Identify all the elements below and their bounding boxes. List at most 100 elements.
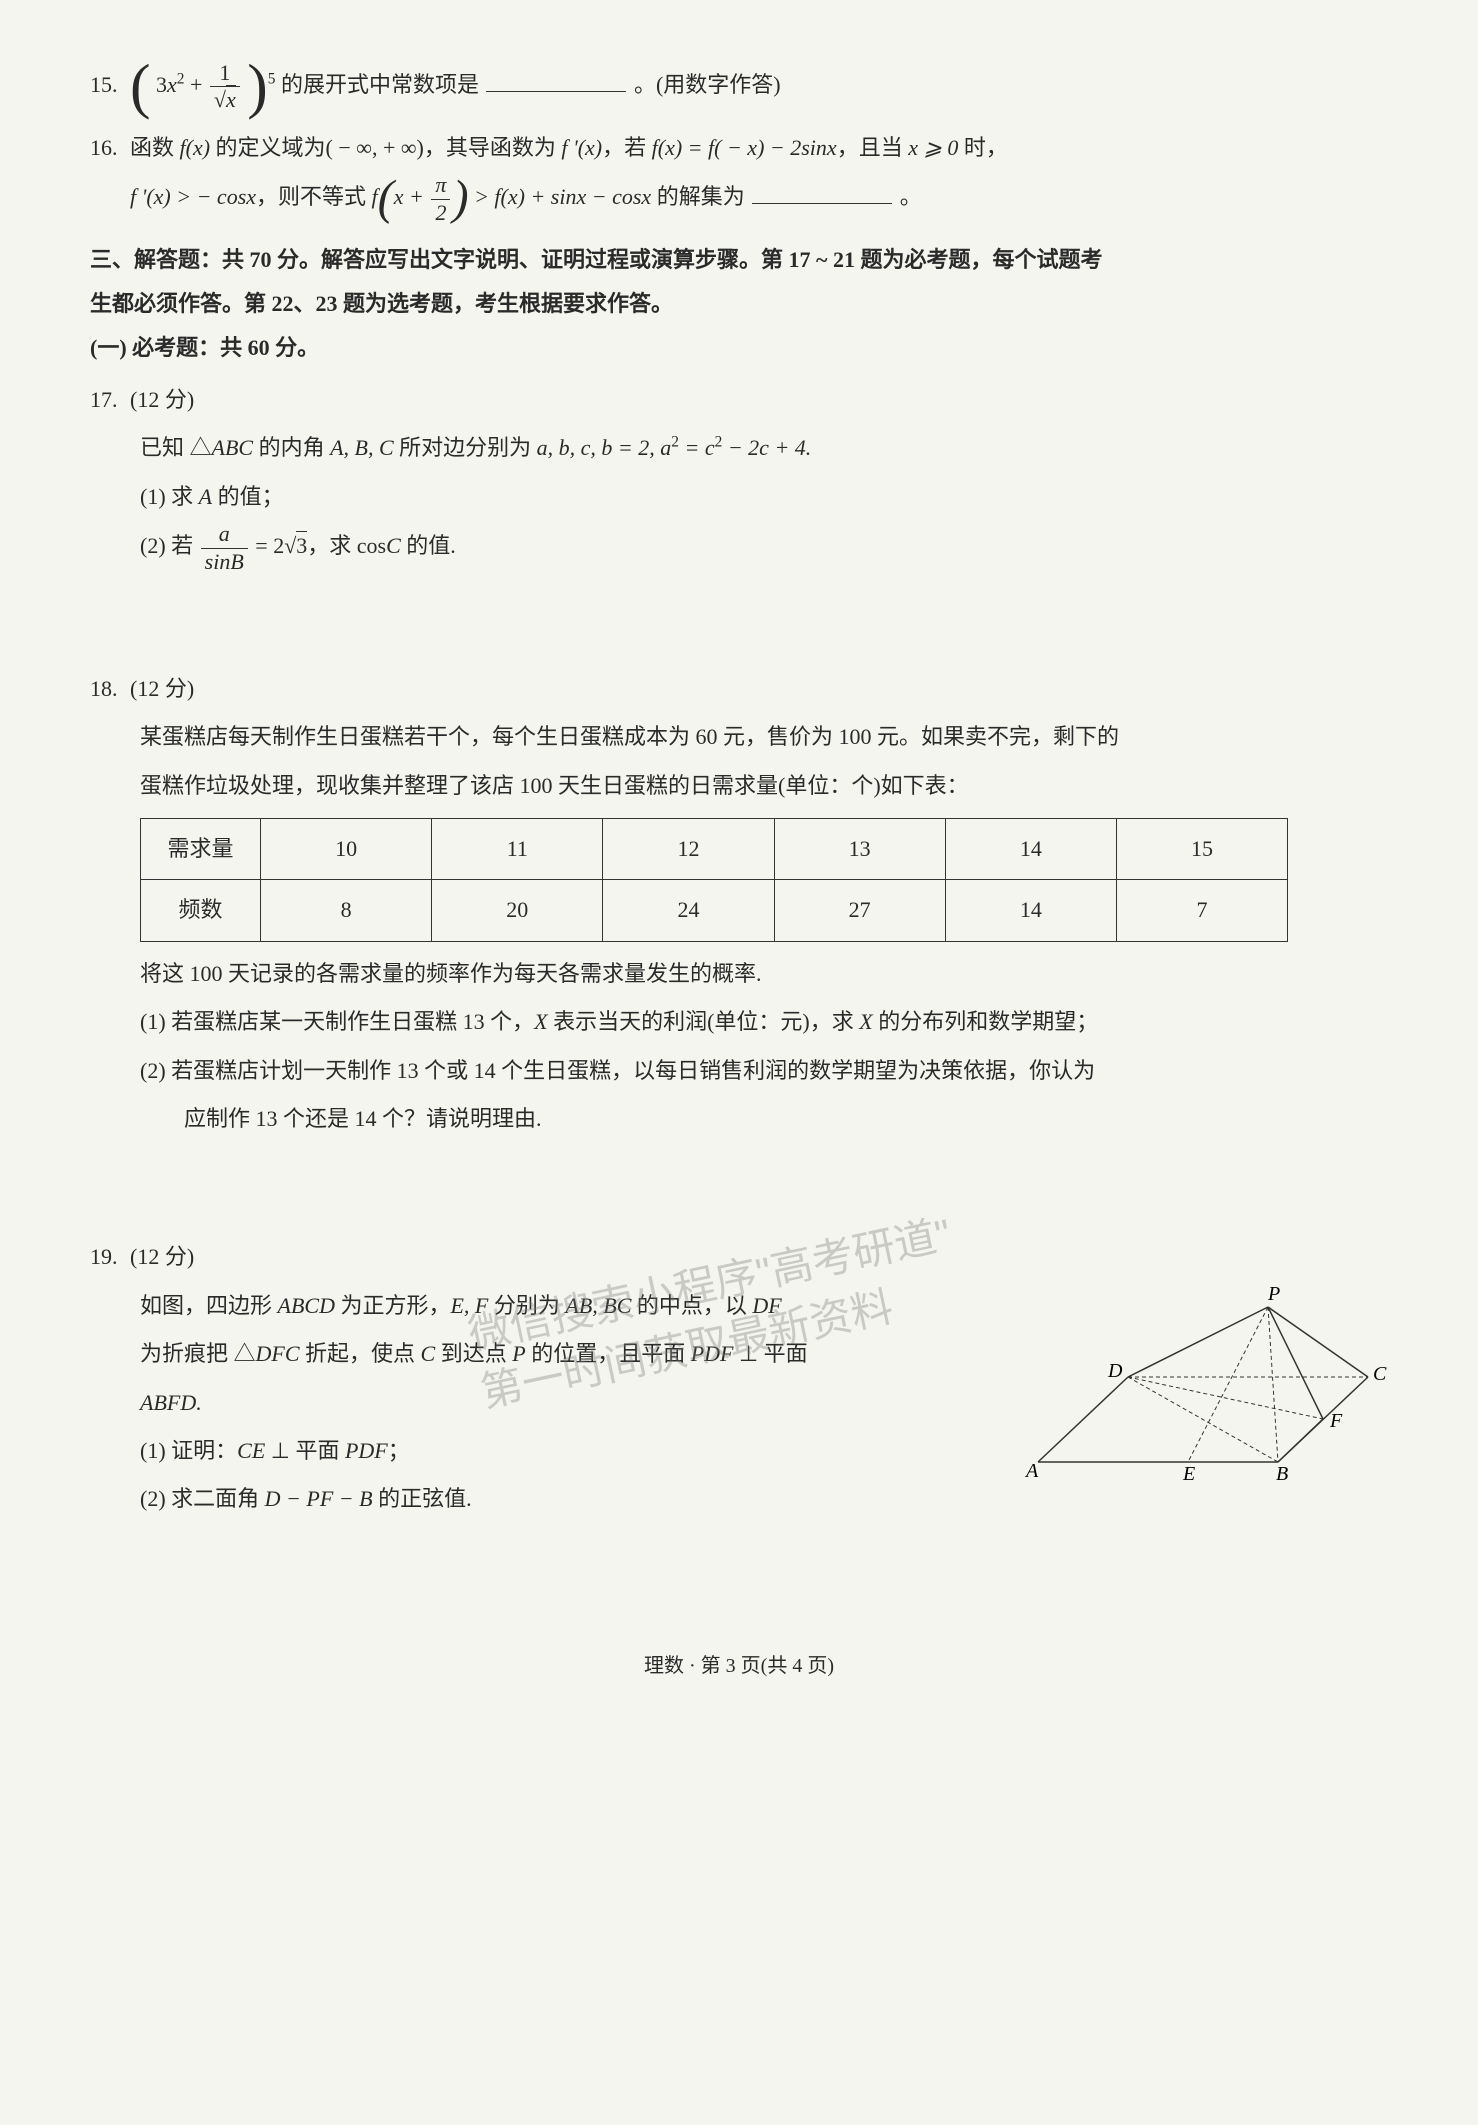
- q16-l2c: > f(x) + sinx − cosx: [474, 184, 651, 209]
- label-E: E: [1182, 1463, 1195, 1482]
- q15-text1: 的展开式中常数项是: [281, 72, 479, 97]
- question-19: 19. (12 分) 如图，四边形 ABCD 为正方形，E, F 分别为 AB,…: [90, 1233, 1388, 1523]
- q15-coef: 3: [156, 72, 167, 97]
- q16-l2a: f '(x) > − cosx: [130, 184, 256, 209]
- label-A: A: [1024, 1460, 1039, 1482]
- q18-l3: 将这 100 天记录的各需求量的频率作为每天各需求量发生的概率.: [140, 950, 1388, 998]
- q16-eq1: f(x) = f( − x) − 2sinx: [652, 135, 837, 160]
- q19-l1a: 如图，四边形: [140, 1293, 278, 1318]
- q18-l1: 某蛋糕店每天制作生日蛋糕若干个，每个生日蛋糕成本为 60 元，售价为 100 元…: [140, 713, 1388, 761]
- q17-p1b: 的值；: [212, 484, 284, 509]
- q19-p1c: ；: [388, 1438, 410, 1463]
- question-15: 15. ( 3x2 + 1 √x )5 的展开式中常数项是 。(用数字作答): [90, 60, 1388, 114]
- geometry-diagram: P D C F A E B: [1008, 1282, 1388, 1482]
- q19-PDF2: PDF: [345, 1438, 388, 1463]
- q16-t4: ，且当: [837, 135, 909, 160]
- q19-DFC: DFC: [256, 1341, 300, 1366]
- q19-figure: P D C F A E B: [1008, 1282, 1388, 1499]
- q19-ABFD: ABFD.: [140, 1379, 1008, 1427]
- q17-number: 17.: [90, 376, 130, 424]
- q17-C: C: [386, 533, 401, 558]
- q19-DF: DF: [752, 1293, 781, 1318]
- q17-sqrt3: 3: [296, 531, 307, 558]
- q16-l2b: ，则不等式: [256, 184, 372, 209]
- q17-eq: = c: [679, 435, 715, 460]
- th4: 13: [774, 819, 945, 880]
- q16-t3: ，若: [602, 135, 652, 160]
- q17-t2: 的内角: [253, 435, 330, 460]
- q16-two: 2: [431, 200, 450, 226]
- q15-text2: 。(用数字作答): [634, 72, 781, 97]
- q18-X: X: [534, 1009, 547, 1034]
- q16-t1: 函数: [130, 135, 180, 160]
- q15-content: ( 3x2 + 1 √x )5 的展开式中常数项是 。(用数字作答): [130, 60, 1388, 114]
- q17-t1: 已知 △: [140, 435, 212, 460]
- q19-PDF: PDF: [691, 1341, 734, 1366]
- q15-blank: [486, 66, 626, 92]
- q19-DPFB: D − PF − B: [265, 1486, 373, 1511]
- q15-fracden: x: [226, 85, 236, 112]
- th2: 11: [432, 819, 603, 880]
- label-F: F: [1329, 1410, 1343, 1432]
- q19-CE: CE: [237, 1438, 265, 1463]
- td4: 27: [774, 880, 945, 941]
- td3: 24: [603, 880, 774, 941]
- q19-EF: E, F: [450, 1293, 488, 1318]
- q17-points: (12 分): [130, 376, 194, 424]
- q19-l2a: 为折痕把 △: [140, 1341, 256, 1366]
- q17-p2c: 的值.: [401, 533, 456, 558]
- q17-ABC: A, B, C: [330, 435, 394, 460]
- q16-l2d: 的解集为: [651, 184, 745, 209]
- td1: 8: [261, 880, 432, 941]
- q19-P: P: [512, 1341, 525, 1366]
- q17-body: 已知 △ABC 的内角 A, B, C 所对边分别为 a, b, c, b = …: [90, 424, 1388, 575]
- q16-cond: x ⩾ 0: [908, 135, 958, 160]
- q17-A: A: [199, 484, 212, 509]
- q17-p2a: (2) 若: [140, 533, 199, 558]
- q19-l1b: 为正方形，: [335, 1293, 451, 1318]
- q16-t2: 的定义域为( − ∞, + ∞)，其导函数为: [210, 135, 561, 160]
- q16-inner: x +: [394, 184, 430, 209]
- section-3-header: 三、解答题：共 70 分。解答应写出文字说明、证明过程或演算步骤。第 17 ~ …: [90, 238, 1388, 370]
- q18-p1b: 表示当天的利润(单位：元)，求: [548, 1009, 860, 1034]
- label-D: D: [1107, 1360, 1123, 1382]
- q19-l2e: ⊥ 平面: [733, 1341, 807, 1366]
- th5: 14: [945, 819, 1116, 880]
- sec3-l1: 三、解答题：共 70 分。解答应写出文字说明、证明过程或演算步骤。第 17 ~ …: [90, 238, 1388, 282]
- q15-pow: 2: [177, 71, 185, 88]
- q18-number: 18.: [90, 665, 130, 713]
- q19-l2b: 折起，使点: [300, 1341, 421, 1366]
- label-P: P: [1267, 1283, 1280, 1305]
- q19-l2d: 的位置，且平面: [526, 1341, 691, 1366]
- q18-points: (12 分): [130, 665, 194, 713]
- q19-l1d: 的中点，以: [631, 1293, 752, 1318]
- th3: 12: [603, 819, 774, 880]
- q16-fpx: f '(x): [561, 135, 602, 160]
- td0: 频数: [141, 880, 261, 941]
- td2: 20: [432, 880, 603, 941]
- td6: 7: [1116, 880, 1287, 941]
- q15-var: x: [167, 72, 177, 97]
- q19-text: 如图，四边形 ABCD 为正方形，E, F 分别为 AB, BC 的中点，以 D…: [140, 1282, 1008, 1524]
- sec3-l2: 生都必须作答。第 22、23 题为选考题，考生根据要求作答。: [90, 282, 1388, 326]
- q18-body: 某蛋糕店每天制作生日蛋糕若干个，每个生日蛋糕成本为 60 元，售价为 100 元…: [90, 713, 1388, 1143]
- q16-fx: f(x): [180, 135, 211, 160]
- q15-plus: +: [190, 72, 208, 97]
- th1: 10: [261, 819, 432, 880]
- q18-p1c: 的分布列和数学期望；: [873, 1009, 1099, 1034]
- q16-t5: 时，: [958, 135, 1008, 160]
- th0: 需求量: [141, 819, 261, 880]
- q17-sq: 2: [671, 434, 679, 451]
- q17-p1: (1) 求: [140, 484, 199, 509]
- q19-l1c: 分别为: [488, 1293, 565, 1318]
- q17-abc2: a, b, c, b = 2, a: [537, 435, 672, 460]
- q19-l2c: 到达点: [435, 1341, 512, 1366]
- q19-points: (12 分): [130, 1233, 194, 1281]
- q18-p2b: 应制作 13 个还是 14 个？请说明理由.: [140, 1095, 1388, 1143]
- q15-outerpow: 5: [268, 71, 276, 88]
- q19-ABBC: AB, BC: [565, 1293, 631, 1318]
- q16-blank: [752, 178, 892, 204]
- q19-ABCD: ABCD: [278, 1293, 335, 1318]
- q16-period: 。: [900, 184, 922, 209]
- q17-p2b: ，求 cos: [307, 533, 386, 558]
